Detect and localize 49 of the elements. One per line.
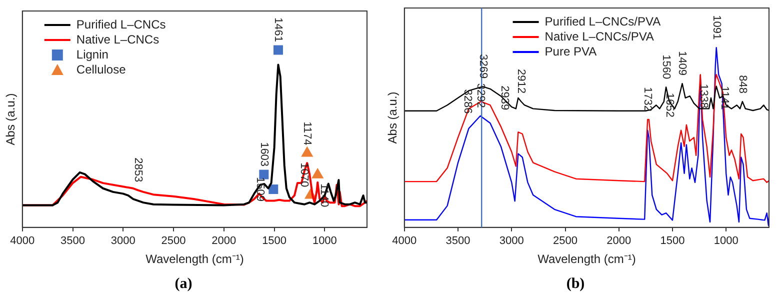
x-tick-label: 3500 — [446, 235, 470, 248]
x-tick-label: 4000 — [10, 235, 35, 248]
annotation: 3269 — [476, 54, 489, 79]
annotation: 1070 — [298, 162, 310, 188]
annotation: 2939 — [498, 86, 511, 110]
x-tick-label: 4000 — [392, 235, 417, 248]
annotation: 1732 — [642, 87, 654, 112]
text: (a) — [174, 276, 192, 292]
annotation: 1140 — [318, 183, 330, 208]
x-tick-label: 3000 — [499, 235, 524, 248]
annotation: 1461 — [272, 18, 284, 42]
legend-label: Pure PVA — [544, 44, 597, 58]
x-tick-label: 1500 — [660, 235, 685, 248]
x-tick-label: 2500 — [161, 235, 186, 248]
legend-label: Purified L–CNCs/PVA — [544, 14, 661, 28]
annotation: 2853 — [132, 158, 144, 182]
legend-label: Cellulose — [76, 62, 126, 76]
annotation: 1409 — [676, 51, 688, 76]
annotation: 2912 — [515, 69, 528, 94]
annotation: 1338 — [697, 84, 710, 108]
text: (b) — [566, 276, 585, 292]
point — [273, 45, 283, 55]
annotation: 1652 — [664, 92, 676, 118]
annotation: 1603 — [258, 142, 270, 167]
y-axis-title: Abs (a.u.) — [386, 92, 400, 144]
annotation: 1174 — [301, 122, 314, 146]
x-tick-label: 2500 — [553, 235, 578, 248]
legend-label: Native L–CNCs — [76, 32, 160, 46]
x-tick-label: 3500 — [60, 235, 86, 248]
point — [301, 146, 313, 157]
annotation: 3292 — [474, 83, 486, 108]
legend-label: Native L–CNCs/PVA — [544, 29, 654, 44]
point — [312, 168, 324, 178]
x-axis-title: Wavelength (cm⁻¹) — [538, 252, 636, 266]
x-tick-label: 3000 — [110, 235, 136, 248]
x-tick-label: 1000 — [312, 235, 337, 248]
annotation: 1560 — [660, 54, 672, 80]
annotation: 848 — [736, 75, 748, 94]
y-axis-title: Abs (a.u.) — [4, 93, 18, 146]
x-tick-label: 2000 — [212, 235, 236, 248]
x-tick-label: 1000 — [714, 235, 738, 248]
x-axis-title: Wavelength (cm⁻¹) — [146, 252, 244, 266]
legend-label: Lignin — [76, 47, 108, 62]
x-tick-label: 2000 — [606, 235, 632, 248]
x-tick-label: 1500 — [262, 235, 287, 248]
annotation: 3286 — [461, 89, 474, 114]
annotation: 1141 — [718, 86, 730, 110]
annotation: 1091 — [710, 15, 722, 40]
legend-label: Purified L–CNCs — [76, 17, 166, 32]
